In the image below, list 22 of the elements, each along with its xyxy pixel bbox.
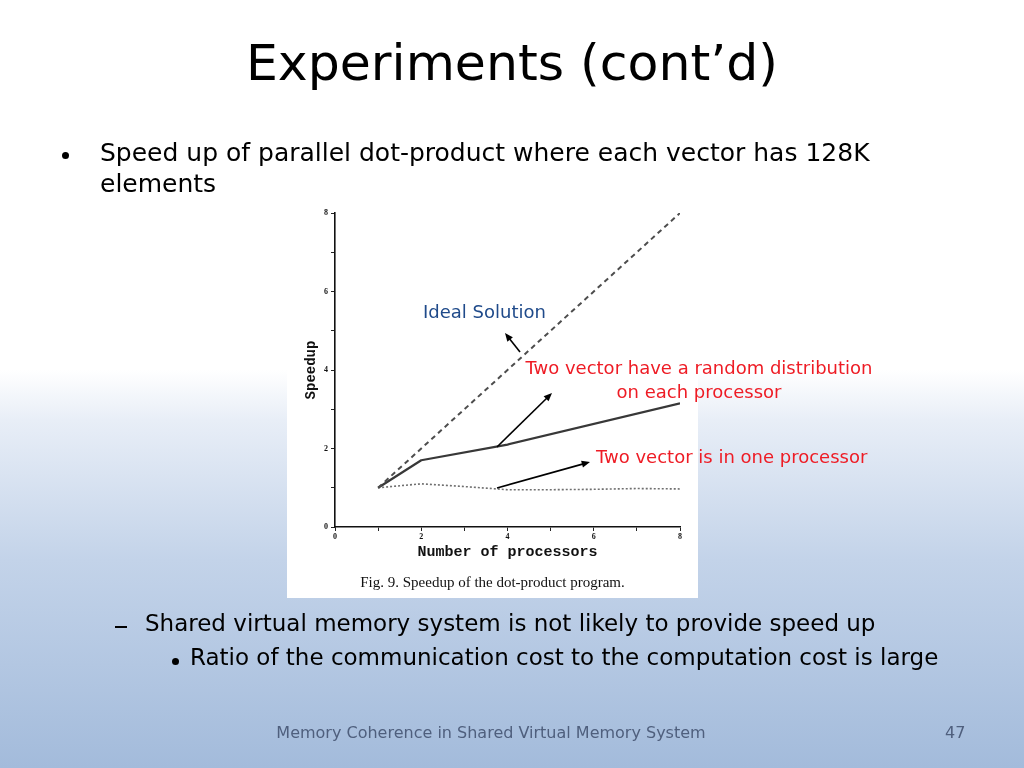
chart-title: Experiments (cont’d) [244,32,780,94]
x-tick-label: 2 [419,531,424,541]
annotation: Two vector is in one processor [596,445,868,469]
annotation: Ideal Solution [423,300,546,324]
x-tick-label: 0 [333,531,337,541]
text: Shared virtual memory system is not likely to provide speed up [145,610,876,636]
y-tick-label: 6 [324,286,328,296]
text: Ratio of the communication cost to the computation cost is large [190,644,939,670]
x-tick-label: 8 [678,531,682,541]
annotation: Two vector have a random distribution on each processor [524,356,874,404]
x-tick-label: 6 [591,531,596,541]
y-tick-label: 4 [324,365,328,375]
text: Memory Coherence in Shared Virtual Memory System [275,722,707,744]
y-tick-label: 2 [324,443,328,453]
chart-subtitle: Speed up of parallel dot-product where each vector has 128K elements [100,137,871,199]
y-tick-label: 0 [324,522,328,532]
x-tick-label: 4 [505,531,510,541]
text: 47 [945,722,966,744]
y-tick-label: 8 [324,208,328,218]
y-axis-title: Speedup [302,340,319,400]
caption: Fig. 9. Speedup of the dot-product program. [359,573,626,592]
x-axis-title: Number of processors [417,543,598,561]
